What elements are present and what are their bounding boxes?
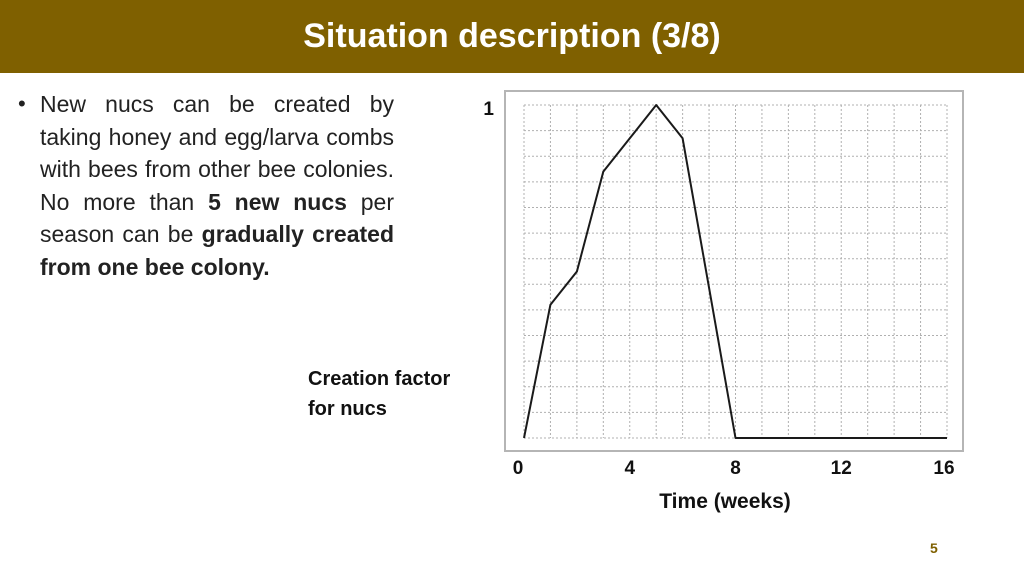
bullet-bold-gradually: gradually created from one bee colony.	[40, 221, 394, 280]
bullet-bold-new-nucs: 5 new nucs	[208, 188, 347, 215]
x-tick-label: 4	[624, 458, 635, 479]
y-tick-label: 1	[483, 99, 494, 120]
series-line	[523, 104, 947, 439]
bullet-text-part2: per season can be	[40, 188, 394, 248]
x-tick-label: 12	[831, 458, 852, 479]
x-axis-label: Time (weeks)	[659, 490, 791, 513]
bullet-text: New nucs can be created by taking honey …	[40, 88, 394, 283]
bullet-text-part1: New nucs can be created by taking honey …	[40, 91, 394, 215]
chart-ticks: 0 4 8 12 16 1	[483, 99, 954, 479]
x-tick-label: 16	[933, 458, 954, 479]
slide-title: Situation description (3/8)	[303, 17, 721, 55]
bullet-icon: •	[18, 91, 26, 116]
chart-frame	[504, 90, 964, 452]
y-axis-label: Creation factor for nucs	[308, 364, 450, 424]
bullet-item: • New nucs can be created by taking hone…	[18, 88, 394, 283]
x-tick-label: 0	[513, 458, 524, 479]
page-number: 5	[930, 540, 938, 556]
title-bar: Situation description (3/8)	[0, 0, 1024, 73]
y-axis-label-line1: Creation factor	[308, 368, 451, 390]
chart-series	[523, 104, 948, 439]
y-axis-label-line2: for nucs	[308, 398, 387, 420]
chart-grid	[523, 104, 948, 439]
x-tick-label: 8	[730, 458, 741, 479]
